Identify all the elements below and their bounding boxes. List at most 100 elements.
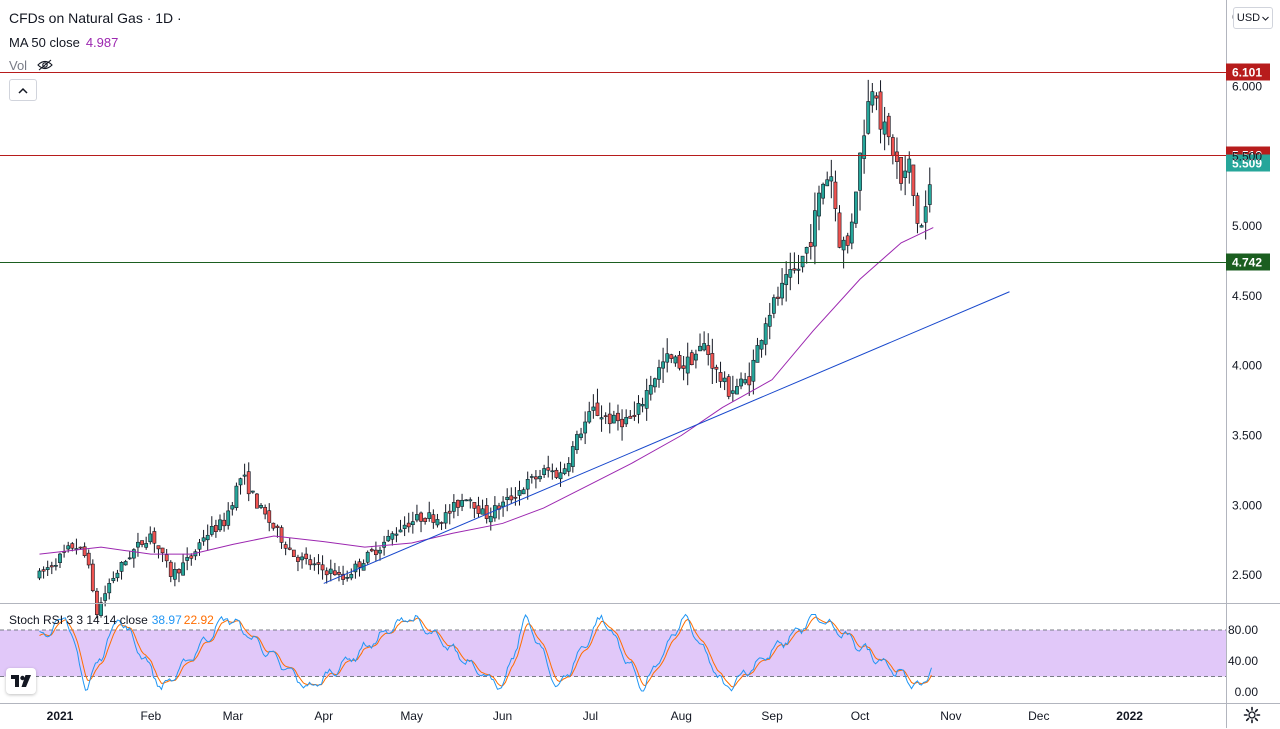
- time-tick-label: May: [400, 709, 423, 723]
- candle-up: [661, 361, 665, 369]
- time-tick-label: Mar: [223, 709, 244, 723]
- candle-up: [780, 282, 784, 299]
- currency-select[interactable]: USD: [1233, 7, 1273, 29]
- price-tick-label: 5.000: [1232, 219, 1262, 233]
- candle-up: [652, 378, 657, 388]
- candle-up: [501, 501, 505, 507]
- tradingview-logo-icon: [11, 675, 31, 687]
- candle-up: [119, 562, 124, 572]
- candle-up: [259, 505, 263, 508]
- candle-down: [447, 510, 452, 514]
- candle-up: [37, 570, 42, 579]
- candle-down: [304, 553, 309, 559]
- volume-legend[interactable]: Vol: [9, 58, 53, 74]
- candle-down: [41, 569, 46, 572]
- candle-down: [341, 573, 345, 580]
- candle-up: [480, 508, 485, 515]
- candle-up: [611, 414, 616, 424]
- candle-up: [505, 496, 510, 501]
- candle-up: [312, 563, 317, 566]
- price-tick-label: 4.000: [1232, 359, 1262, 373]
- candle-down: [263, 507, 268, 515]
- candle-down: [833, 181, 838, 209]
- stoch-rsi-legend[interactable]: Stoch RSI 3 3 14 14 close 38.97 22.92: [9, 613, 214, 627]
- candle-up: [148, 533, 153, 543]
- candle-up: [788, 269, 793, 278]
- candle-up: [636, 403, 641, 415]
- candle-up: [521, 489, 526, 495]
- collapse-legend-button[interactable]: [9, 79, 37, 101]
- candle-down: [320, 564, 325, 571]
- candle-up: [854, 191, 858, 224]
- stoch-tick-label: 40.00: [1228, 654, 1258, 668]
- candle-up: [862, 135, 867, 159]
- candle-up: [751, 359, 756, 382]
- candle-down: [82, 546, 87, 556]
- candle-up: [698, 345, 702, 352]
- candle-down: [70, 543, 75, 549]
- candle-down: [291, 549, 296, 557]
- candle-down: [78, 546, 83, 549]
- candle-up: [562, 468, 567, 474]
- stoch-pane: [0, 613, 1226, 692]
- settings-gear-icon[interactable]: [1243, 706, 1261, 724]
- candle-up: [685, 356, 690, 374]
- eye-hidden-icon[interactable]: [36, 59, 53, 74]
- candle-down: [423, 517, 428, 522]
- candle-up: [517, 490, 522, 496]
- candle-up: [525, 479, 530, 490]
- candle-down: [456, 499, 460, 508]
- candle-up: [394, 533, 399, 536]
- candle-up: [242, 474, 247, 477]
- candle-down: [718, 372, 723, 382]
- candle-down: [431, 514, 436, 523]
- candle-up: [796, 268, 801, 271]
- candle-up: [435, 519, 440, 526]
- tradingview-logo[interactable]: [6, 668, 36, 694]
- candle-down: [95, 590, 99, 615]
- candle-up: [328, 568, 333, 574]
- candle-up: [644, 390, 649, 409]
- candle-up: [492, 505, 497, 519]
- candle-down: [86, 552, 91, 566]
- candle-down: [837, 212, 842, 248]
- candle-up: [201, 537, 206, 542]
- candle-up: [460, 499, 464, 507]
- candle-down: [714, 366, 719, 370]
- chart-title[interactable]: CFDs on Natural Gas · 1D ·: [9, 10, 182, 26]
- stoch-k-line: [39, 613, 932, 692]
- candle-down: [439, 522, 444, 524]
- stoch-tick-label: 80.00: [1228, 623, 1258, 637]
- candle-up: [127, 557, 132, 560]
- candle-up: [66, 545, 71, 550]
- price-tick-label: 4.500: [1232, 289, 1262, 303]
- stoch-band: [0, 630, 1226, 677]
- level-label-bg: [1226, 63, 1270, 81]
- candle-up: [673, 356, 678, 364]
- ma-legend[interactable]: MA 50 close 4.987: [9, 35, 118, 50]
- candle-down: [554, 469, 559, 478]
- candle-up: [378, 549, 382, 554]
- candle-up: [624, 417, 629, 425]
- candle-down: [620, 418, 624, 428]
- time-tick-label: Nov: [940, 709, 961, 723]
- candle-down: [275, 525, 280, 528]
- candle-up: [923, 206, 928, 223]
- candle-up: [58, 553, 62, 563]
- candle-up: [579, 433, 583, 438]
- candle-up: [218, 519, 222, 531]
- candle-down: [374, 549, 378, 556]
- candle-down: [603, 415, 608, 417]
- stoch-tick-label: 0.00: [1235, 685, 1259, 699]
- candle-up: [390, 533, 395, 540]
- candle-up: [558, 472, 563, 480]
- stoch-k-value: 38.97: [151, 613, 182, 627]
- candle-up: [538, 475, 542, 480]
- candle-down: [886, 115, 891, 138]
- stoch-d-value: 22.92: [183, 613, 214, 627]
- candle-up: [238, 478, 243, 486]
- candle-up: [849, 221, 854, 244]
- candle-up: [722, 377, 727, 383]
